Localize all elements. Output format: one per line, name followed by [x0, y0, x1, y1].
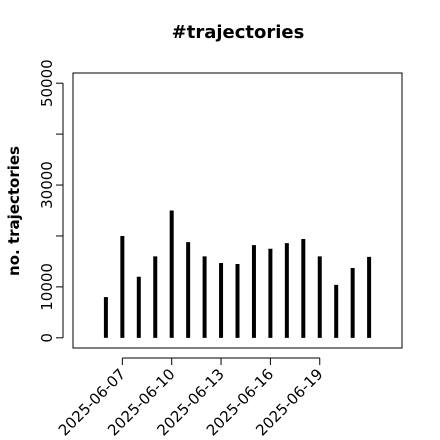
y-axis-label: no. trajectories	[5, 146, 23, 276]
chart-title: #trajectories	[172, 22, 305, 43]
y-tick-label: 10000	[38, 263, 56, 311]
y-tick-label: 50000	[38, 59, 56, 107]
y-tick-label: 0	[38, 333, 56, 343]
plot-frame	[72, 72, 403, 349]
y-tick-label: 30000	[38, 161, 56, 209]
